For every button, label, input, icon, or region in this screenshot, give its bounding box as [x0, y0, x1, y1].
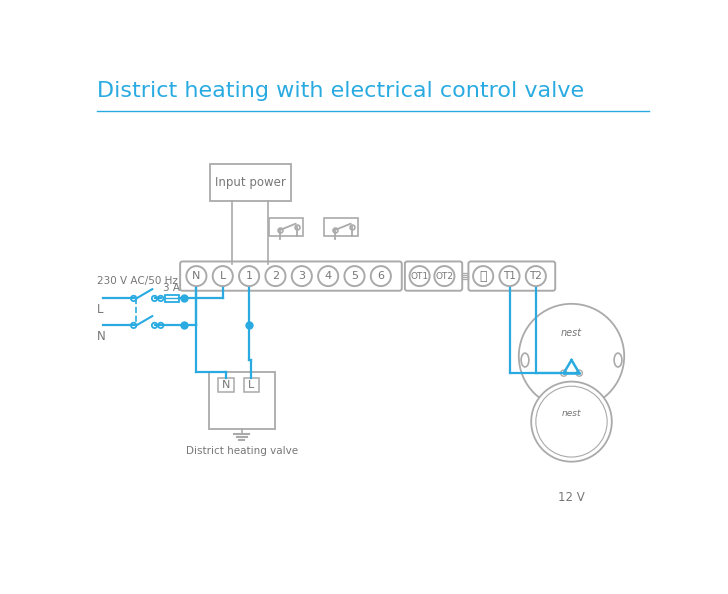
Text: 6: 6	[377, 271, 384, 281]
Circle shape	[519, 304, 624, 409]
Circle shape	[473, 266, 494, 286]
Text: 12 V: 12 V	[558, 491, 585, 504]
Text: N: N	[192, 271, 201, 281]
Text: 1: 1	[245, 271, 253, 281]
Text: 3 A: 3 A	[163, 283, 180, 293]
Text: OT1: OT1	[411, 271, 429, 280]
Text: OT2: OT2	[435, 271, 454, 280]
Circle shape	[318, 266, 339, 286]
Circle shape	[152, 296, 157, 301]
Circle shape	[266, 266, 285, 286]
Text: District heating valve: District heating valve	[186, 446, 298, 456]
Bar	[269, 217, 304, 236]
Circle shape	[131, 323, 136, 328]
Circle shape	[239, 266, 259, 286]
Text: 3: 3	[298, 271, 305, 281]
Text: 230 V AC/50 Hz: 230 V AC/50 Hz	[98, 276, 178, 286]
Circle shape	[561, 370, 567, 376]
Circle shape	[576, 370, 582, 376]
Ellipse shape	[614, 353, 622, 367]
Ellipse shape	[521, 353, 529, 367]
Circle shape	[152, 323, 157, 328]
Text: District heating with electrical control valve: District heating with electrical control…	[98, 81, 585, 100]
Text: Input power: Input power	[215, 176, 285, 189]
Circle shape	[158, 296, 164, 301]
Circle shape	[499, 266, 520, 286]
FancyBboxPatch shape	[180, 261, 402, 290]
Text: N: N	[221, 380, 230, 390]
Circle shape	[526, 266, 546, 286]
Text: nest: nest	[562, 409, 581, 418]
Circle shape	[131, 296, 136, 301]
Bar	[218, 378, 234, 391]
Text: ⏚: ⏚	[480, 270, 487, 283]
FancyBboxPatch shape	[468, 261, 555, 290]
Bar	[209, 372, 274, 429]
Text: L: L	[248, 380, 255, 390]
Text: 5: 5	[351, 271, 358, 281]
Circle shape	[435, 266, 454, 286]
Text: nest: nest	[561, 328, 582, 338]
Text: T2: T2	[529, 271, 542, 281]
Text: N: N	[98, 330, 106, 343]
Bar	[210, 164, 291, 201]
Text: L: L	[220, 271, 226, 281]
Text: 4: 4	[325, 271, 332, 281]
Bar	[244, 378, 259, 391]
Circle shape	[344, 266, 365, 286]
Circle shape	[371, 266, 391, 286]
Circle shape	[531, 381, 612, 462]
Text: T1: T1	[503, 271, 516, 281]
Bar	[165, 295, 179, 302]
Circle shape	[186, 266, 207, 286]
Circle shape	[213, 266, 233, 286]
FancyBboxPatch shape	[405, 261, 462, 290]
Circle shape	[158, 323, 164, 328]
Circle shape	[292, 266, 312, 286]
Text: L: L	[98, 303, 103, 315]
Bar	[324, 217, 358, 236]
Text: 2: 2	[272, 271, 279, 281]
Circle shape	[536, 386, 607, 457]
Circle shape	[410, 266, 430, 286]
